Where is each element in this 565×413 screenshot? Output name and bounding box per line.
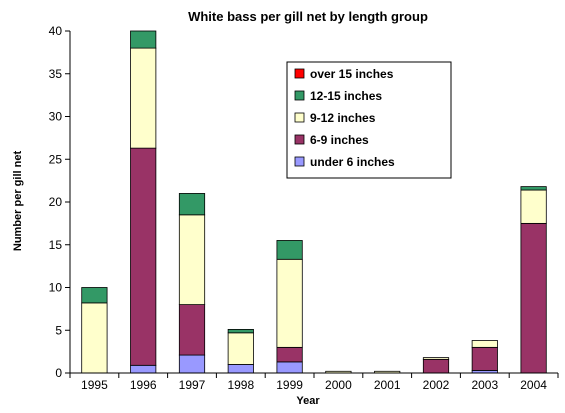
bar-segment-2004-12-15-inches xyxy=(520,186,547,191)
x-tick-label-2000: 2000 xyxy=(325,378,352,392)
legend-swatch-9-12-inches xyxy=(294,112,305,123)
bar-segment-1998-9-12-inches xyxy=(227,332,254,365)
legend-swatch-12-15-inches xyxy=(294,90,305,101)
y-tick-label-30: 30 xyxy=(49,110,63,124)
bar-segment-1999-9-12-inches xyxy=(276,258,303,348)
bar-segment-1996-6-9-inches xyxy=(130,147,157,366)
bar-segment-1998-12-15-inches xyxy=(227,328,254,334)
y-tick-label-40: 40 xyxy=(49,24,63,38)
legend-label-9-12-inches: 9-12 inches xyxy=(310,111,376,125)
y-tick-label-10: 10 xyxy=(49,281,63,295)
bar-segment-2003-6-9-inches xyxy=(471,346,498,371)
bar-segment-1997-9-12-inches xyxy=(178,214,206,305)
legend-swatch-under-6-inches xyxy=(294,156,305,167)
bar-segment-1997-6-9-inches xyxy=(178,304,206,356)
bar-segment-1996-9-12-inches xyxy=(130,47,157,149)
y-tick-label-25: 25 xyxy=(49,152,63,166)
x-tick-label-1998: 1998 xyxy=(227,378,254,392)
bar-segment-1995-12-15-inches xyxy=(81,287,108,304)
x-tick-label-2004: 2004 xyxy=(520,378,547,392)
x-tick-label-1997: 1997 xyxy=(179,378,206,392)
x-tick-label-1996: 1996 xyxy=(130,378,157,392)
bar-segment-1999-12-15-inches xyxy=(276,240,303,260)
legend-label-12-15-inches: 12-15 inches xyxy=(310,89,382,103)
x-tick-label-2003: 2003 xyxy=(471,378,498,392)
legend-label-6-9-inches: 6-9 inches xyxy=(310,133,369,147)
bar-segment-2002-9-12-inches xyxy=(422,357,450,360)
x-tick-label-2001: 2001 xyxy=(374,378,401,392)
bar-segment-1996-under-6-inches xyxy=(130,364,157,374)
x-tick-label-2002: 2002 xyxy=(423,378,450,392)
legend-label-over-15-inches: over 15 inches xyxy=(310,67,394,81)
legend-swatch-6-9-inches xyxy=(294,134,305,145)
y-tick-label-5: 5 xyxy=(55,323,62,337)
y-tick-label-0: 0 xyxy=(55,366,62,380)
y-tick-label-15: 15 xyxy=(49,238,63,252)
bar-segment-1996-12-15-inches xyxy=(130,30,157,49)
x-axis-title: Year xyxy=(296,395,320,407)
bar-segment-1997-under-6-inches xyxy=(178,354,206,374)
y-axis-title: Number per gill net xyxy=(12,151,24,252)
y-tick-label-20: 20 xyxy=(49,195,63,209)
y-tick-label-35: 35 xyxy=(49,67,63,81)
x-tick-label-1999: 1999 xyxy=(276,378,303,392)
bar-segment-2002-6-9-inches xyxy=(422,358,450,374)
legend-label-under-6-inches: under 6 inches xyxy=(310,155,395,169)
chart-title: White bass per gill net by length group xyxy=(188,9,428,24)
legend-swatch-over-15-inches xyxy=(294,68,305,79)
bar-segment-2003-9-12-inches xyxy=(471,340,498,348)
bar-segment-1998-under-6-inches xyxy=(227,364,254,374)
legend-box xyxy=(286,61,452,179)
legend: over 15 inches 12-15 inches 9-12 inches 6-9… xyxy=(286,61,452,179)
bar-segment-1999-6-9-inches xyxy=(276,346,303,363)
bar-segment-1997-12-15-inches xyxy=(178,193,206,216)
bar-segment-2004-9-12-inches xyxy=(520,189,547,224)
x-tick-label-1995: 1995 xyxy=(81,378,108,392)
bar-segment-1995-9-12-inches xyxy=(81,302,108,374)
bar-segment-1999-under-6-inches xyxy=(276,361,303,374)
bar-segment-2004-6-9-inches xyxy=(520,222,547,374)
